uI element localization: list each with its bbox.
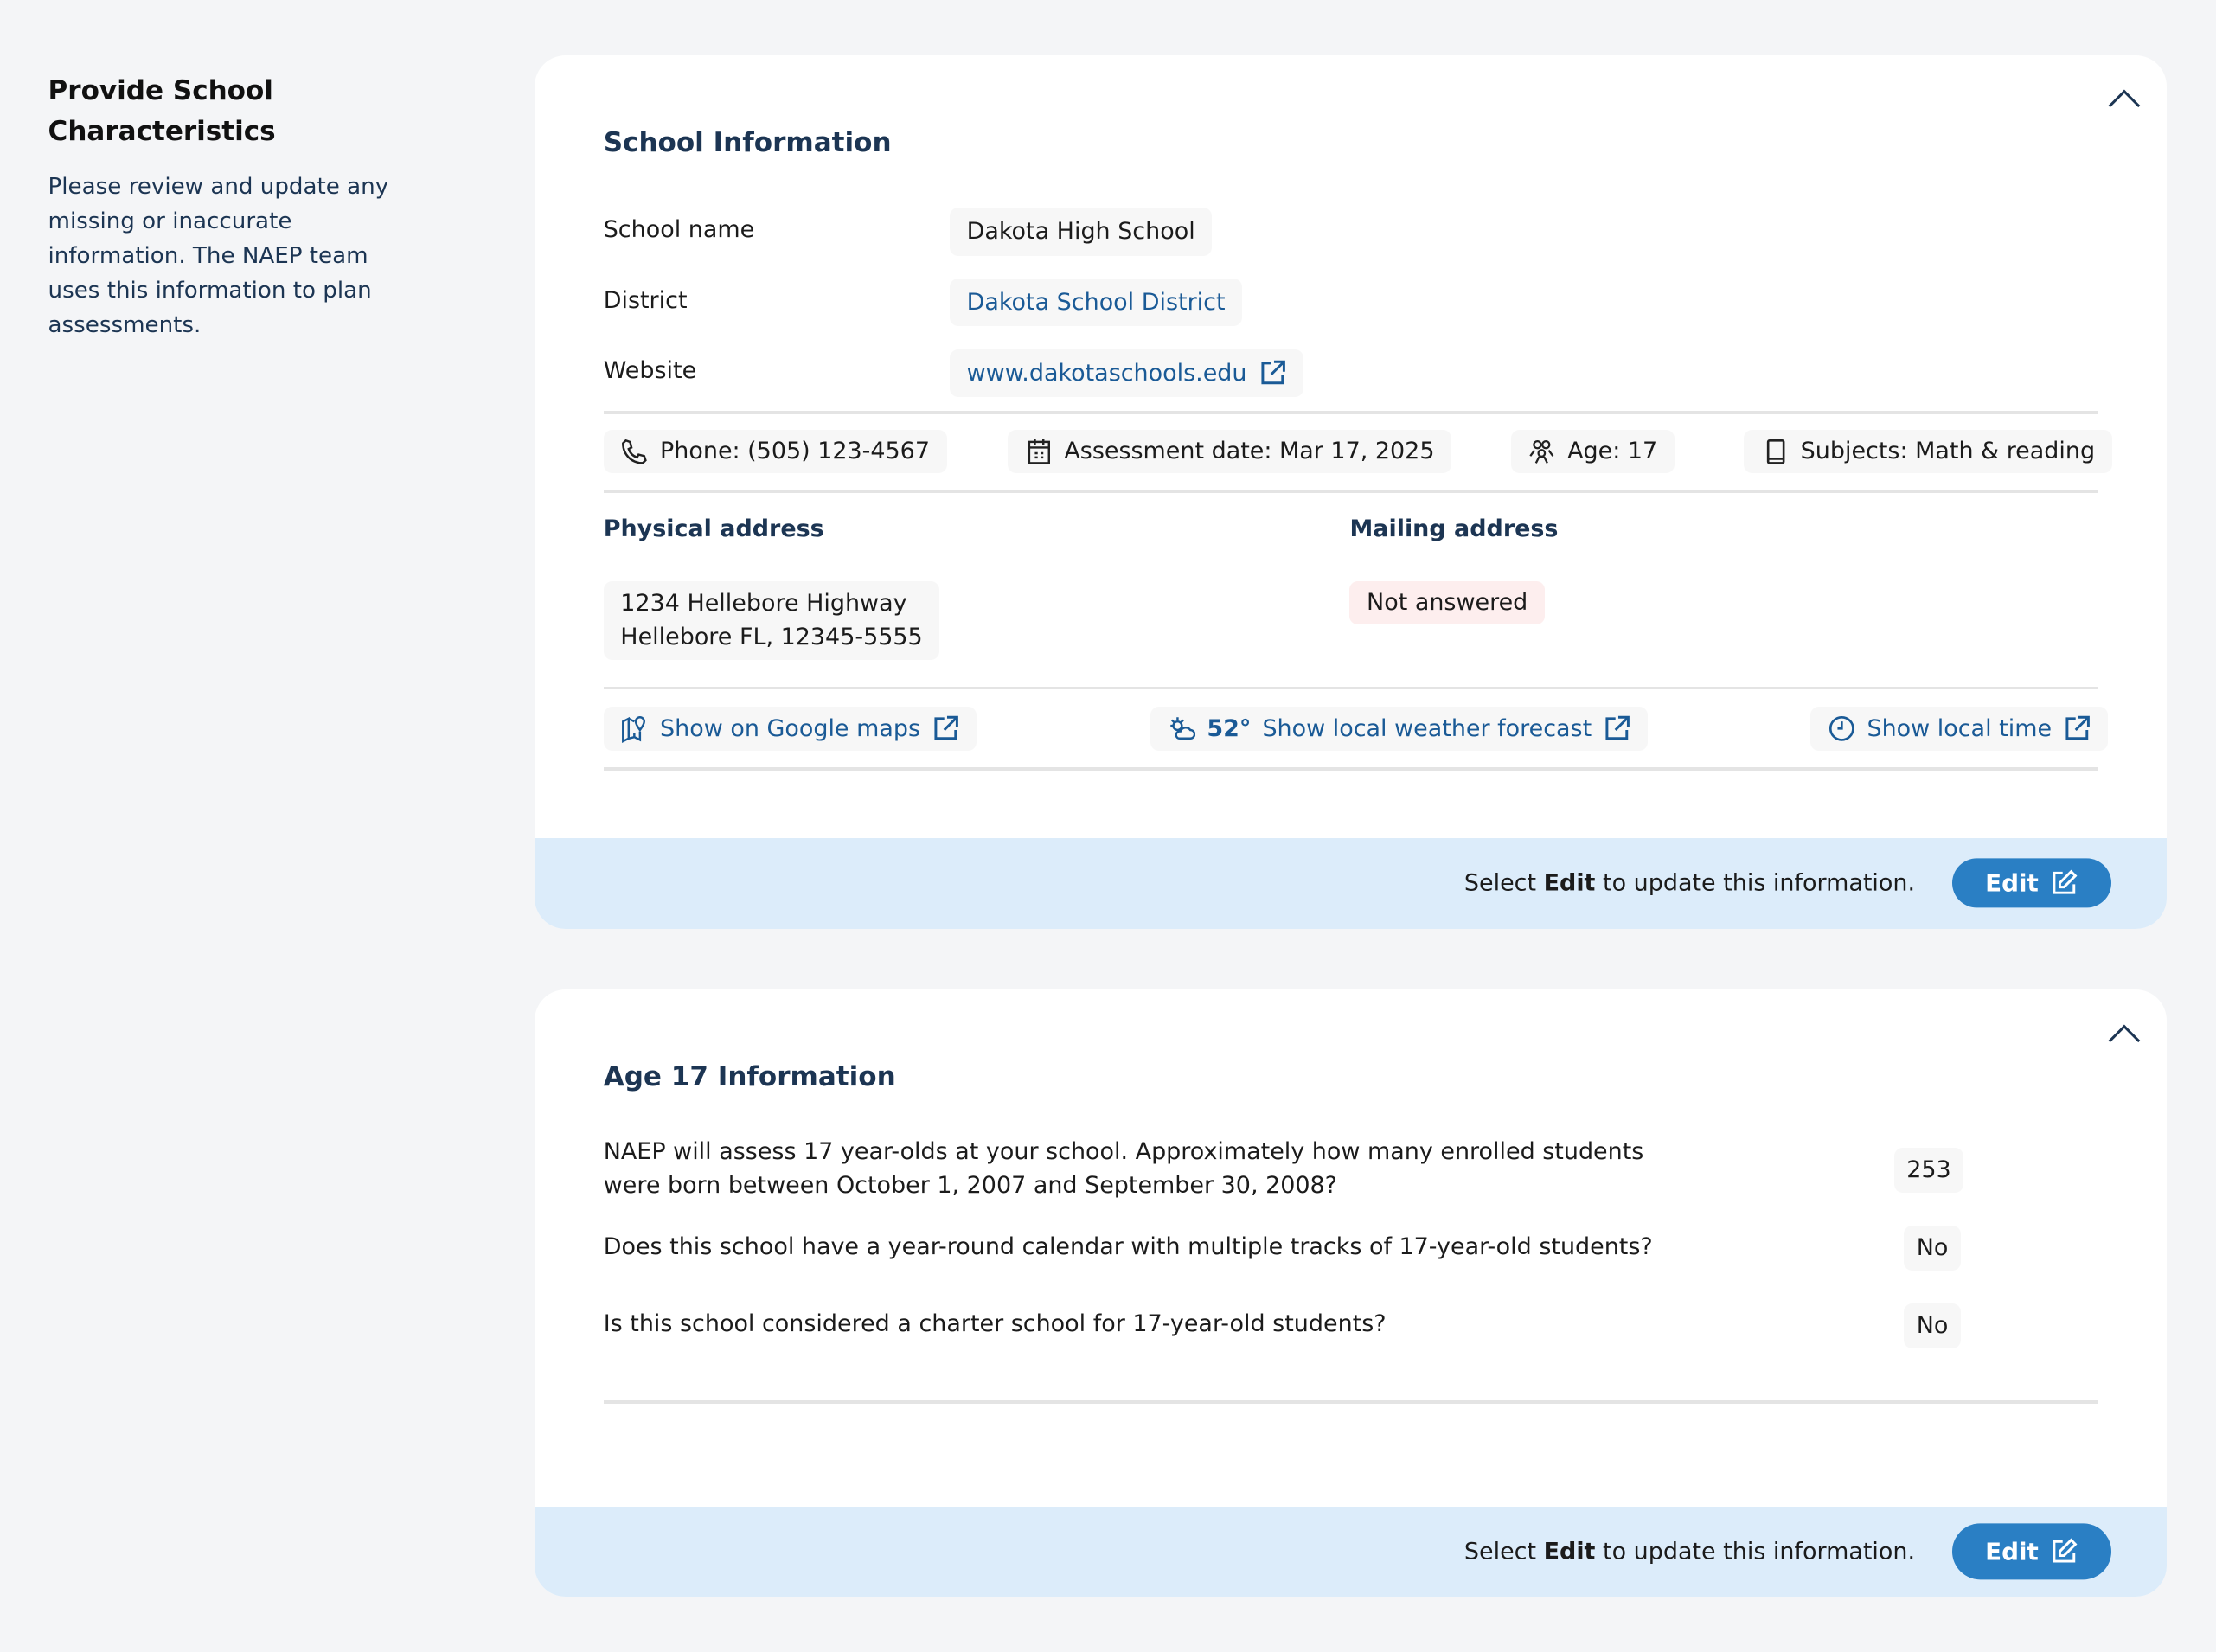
- divider: [603, 490, 2099, 494]
- page-description: Please review and update any missing or …: [48, 174, 389, 339]
- subjects-chip: Subjects: Math & reading: [1744, 429, 2112, 474]
- physical-address-value: 1234 Hellebore Highway Hellebore FL, 123…: [603, 580, 940, 661]
- question-year-round: Does this school have a year-round calen…: [603, 1233, 1653, 1260]
- external-link-icon: [2065, 715, 2090, 740]
- answer-year-round: No: [1903, 1225, 1962, 1271]
- weather-text[interactable]: Show local weather forecast: [1262, 714, 1592, 742]
- district-link[interactable]: Dakota School District: [950, 278, 1243, 327]
- hint-post: to update this information.: [1595, 869, 1916, 897]
- hint-bold: Edit: [1543, 1538, 1596, 1566]
- edit-button[interactable]: Edit: [1951, 858, 2112, 908]
- section-title: Age 17 Information: [603, 1061, 896, 1093]
- hint-pre: Select: [1463, 869, 1544, 897]
- assessment-date-chip: Assessment date: Mar 17, 2025: [1008, 429, 1452, 474]
- not-answered-text: Not answered: [1367, 589, 1528, 617]
- website-text[interactable]: www.dakotaschools.edu: [966, 359, 1247, 387]
- card-footer: Select Edit to update this information. …: [534, 837, 2167, 929]
- temperature-text: 52°: [1207, 714, 1252, 742]
- calendar-icon: [1028, 439, 1050, 464]
- divider: [603, 767, 2099, 771]
- school-name-label: School name: [603, 215, 755, 243]
- hint-bold: Edit: [1543, 869, 1596, 897]
- phone-text: Phone: (505) 123-4567: [660, 437, 930, 464]
- answer-enrolled-count: 253: [1893, 1147, 1964, 1194]
- edit-icon: [2053, 870, 2078, 895]
- edit-label: Edit: [1985, 1537, 2039, 1566]
- footer-hint: Select Edit to update this information.: [1464, 1539, 1915, 1566]
- collapse-chevron-icon[interactable]: [2108, 90, 2141, 122]
- address-line-1: 1234 Hellebore Highway: [620, 590, 907, 618]
- phone-chip: Phone: (505) 123-4567: [603, 429, 947, 474]
- website-link[interactable]: www.dakotaschools.edu: [950, 349, 1303, 398]
- answer-charter: No: [1903, 1303, 1962, 1348]
- address-line-2: Hellebore FL, 12345-5555: [620, 624, 923, 651]
- school-name-text: Dakota High School: [966, 218, 1195, 246]
- assessment-date-text: Assessment date: Mar 17, 2025: [1064, 437, 1435, 464]
- external-link-icon: [1260, 360, 1285, 385]
- hint-pre: Select: [1463, 1538, 1544, 1566]
- school-name-value: Dakota High School: [950, 208, 1213, 256]
- card-footer: Select Edit to update this information. …: [534, 1506, 2167, 1598]
- page-title: Provide School Characteristics: [48, 74, 276, 148]
- district-text[interactable]: Dakota School District: [966, 288, 1226, 316]
- map-pin-icon: [622, 716, 646, 743]
- people-icon: [1529, 439, 1554, 464]
- collapse-chevron-icon[interactable]: [2108, 1024, 2141, 1056]
- weather-link[interactable]: 52° Show local weather forecast: [1150, 706, 1649, 751]
- website-label: Website: [603, 357, 697, 385]
- physical-address-label: Physical address: [603, 515, 824, 543]
- book-icon: [1766, 439, 1785, 464]
- divider: [603, 1400, 2099, 1404]
- external-link-icon: [934, 715, 958, 740]
- local-time-link[interactable]: Show local time: [1810, 706, 2109, 751]
- mailing-address-label: Mailing address: [1349, 515, 1559, 543]
- district-label: District: [603, 286, 688, 314]
- google-maps-text[interactable]: Show on Google maps: [660, 714, 921, 742]
- footer-hint: Select Edit to update this information.: [1464, 870, 1915, 897]
- clock-icon: [1829, 715, 1854, 741]
- question-charter: Is this school considered a charter scho…: [603, 1310, 1387, 1338]
- divider: [603, 687, 2099, 690]
- local-time-text[interactable]: Show local time: [1867, 714, 2053, 742]
- divider: [603, 411, 2099, 414]
- edit-label: Edit: [1985, 868, 2039, 898]
- external-link-icon: [1605, 715, 1630, 740]
- question-enrolled-count: NAEP will assess 17 year-olds at your sc…: [603, 1138, 1644, 1200]
- weather-icon: [1169, 717, 1195, 740]
- subjects-text: Subjects: Math & reading: [1800, 437, 2096, 464]
- age-17-information-card: Age 17 Information NAEP will assess 17 y…: [534, 989, 2167, 1598]
- mailing-address-value: Not answered: [1349, 580, 1545, 625]
- edit-button[interactable]: Edit: [1951, 1523, 2112, 1580]
- school-information-card: School Information School name Dakota Hi…: [534, 54, 2167, 929]
- section-title: School Information: [603, 127, 892, 159]
- google-maps-link[interactable]: Show on Google maps: [603, 706, 977, 751]
- phone-icon: [622, 439, 648, 464]
- hint-post: to update this information.: [1595, 1538, 1916, 1566]
- age-text: Age: 17: [1567, 437, 1658, 464]
- edit-icon: [2053, 1538, 2078, 1564]
- age-chip: Age: 17: [1510, 429, 1675, 474]
